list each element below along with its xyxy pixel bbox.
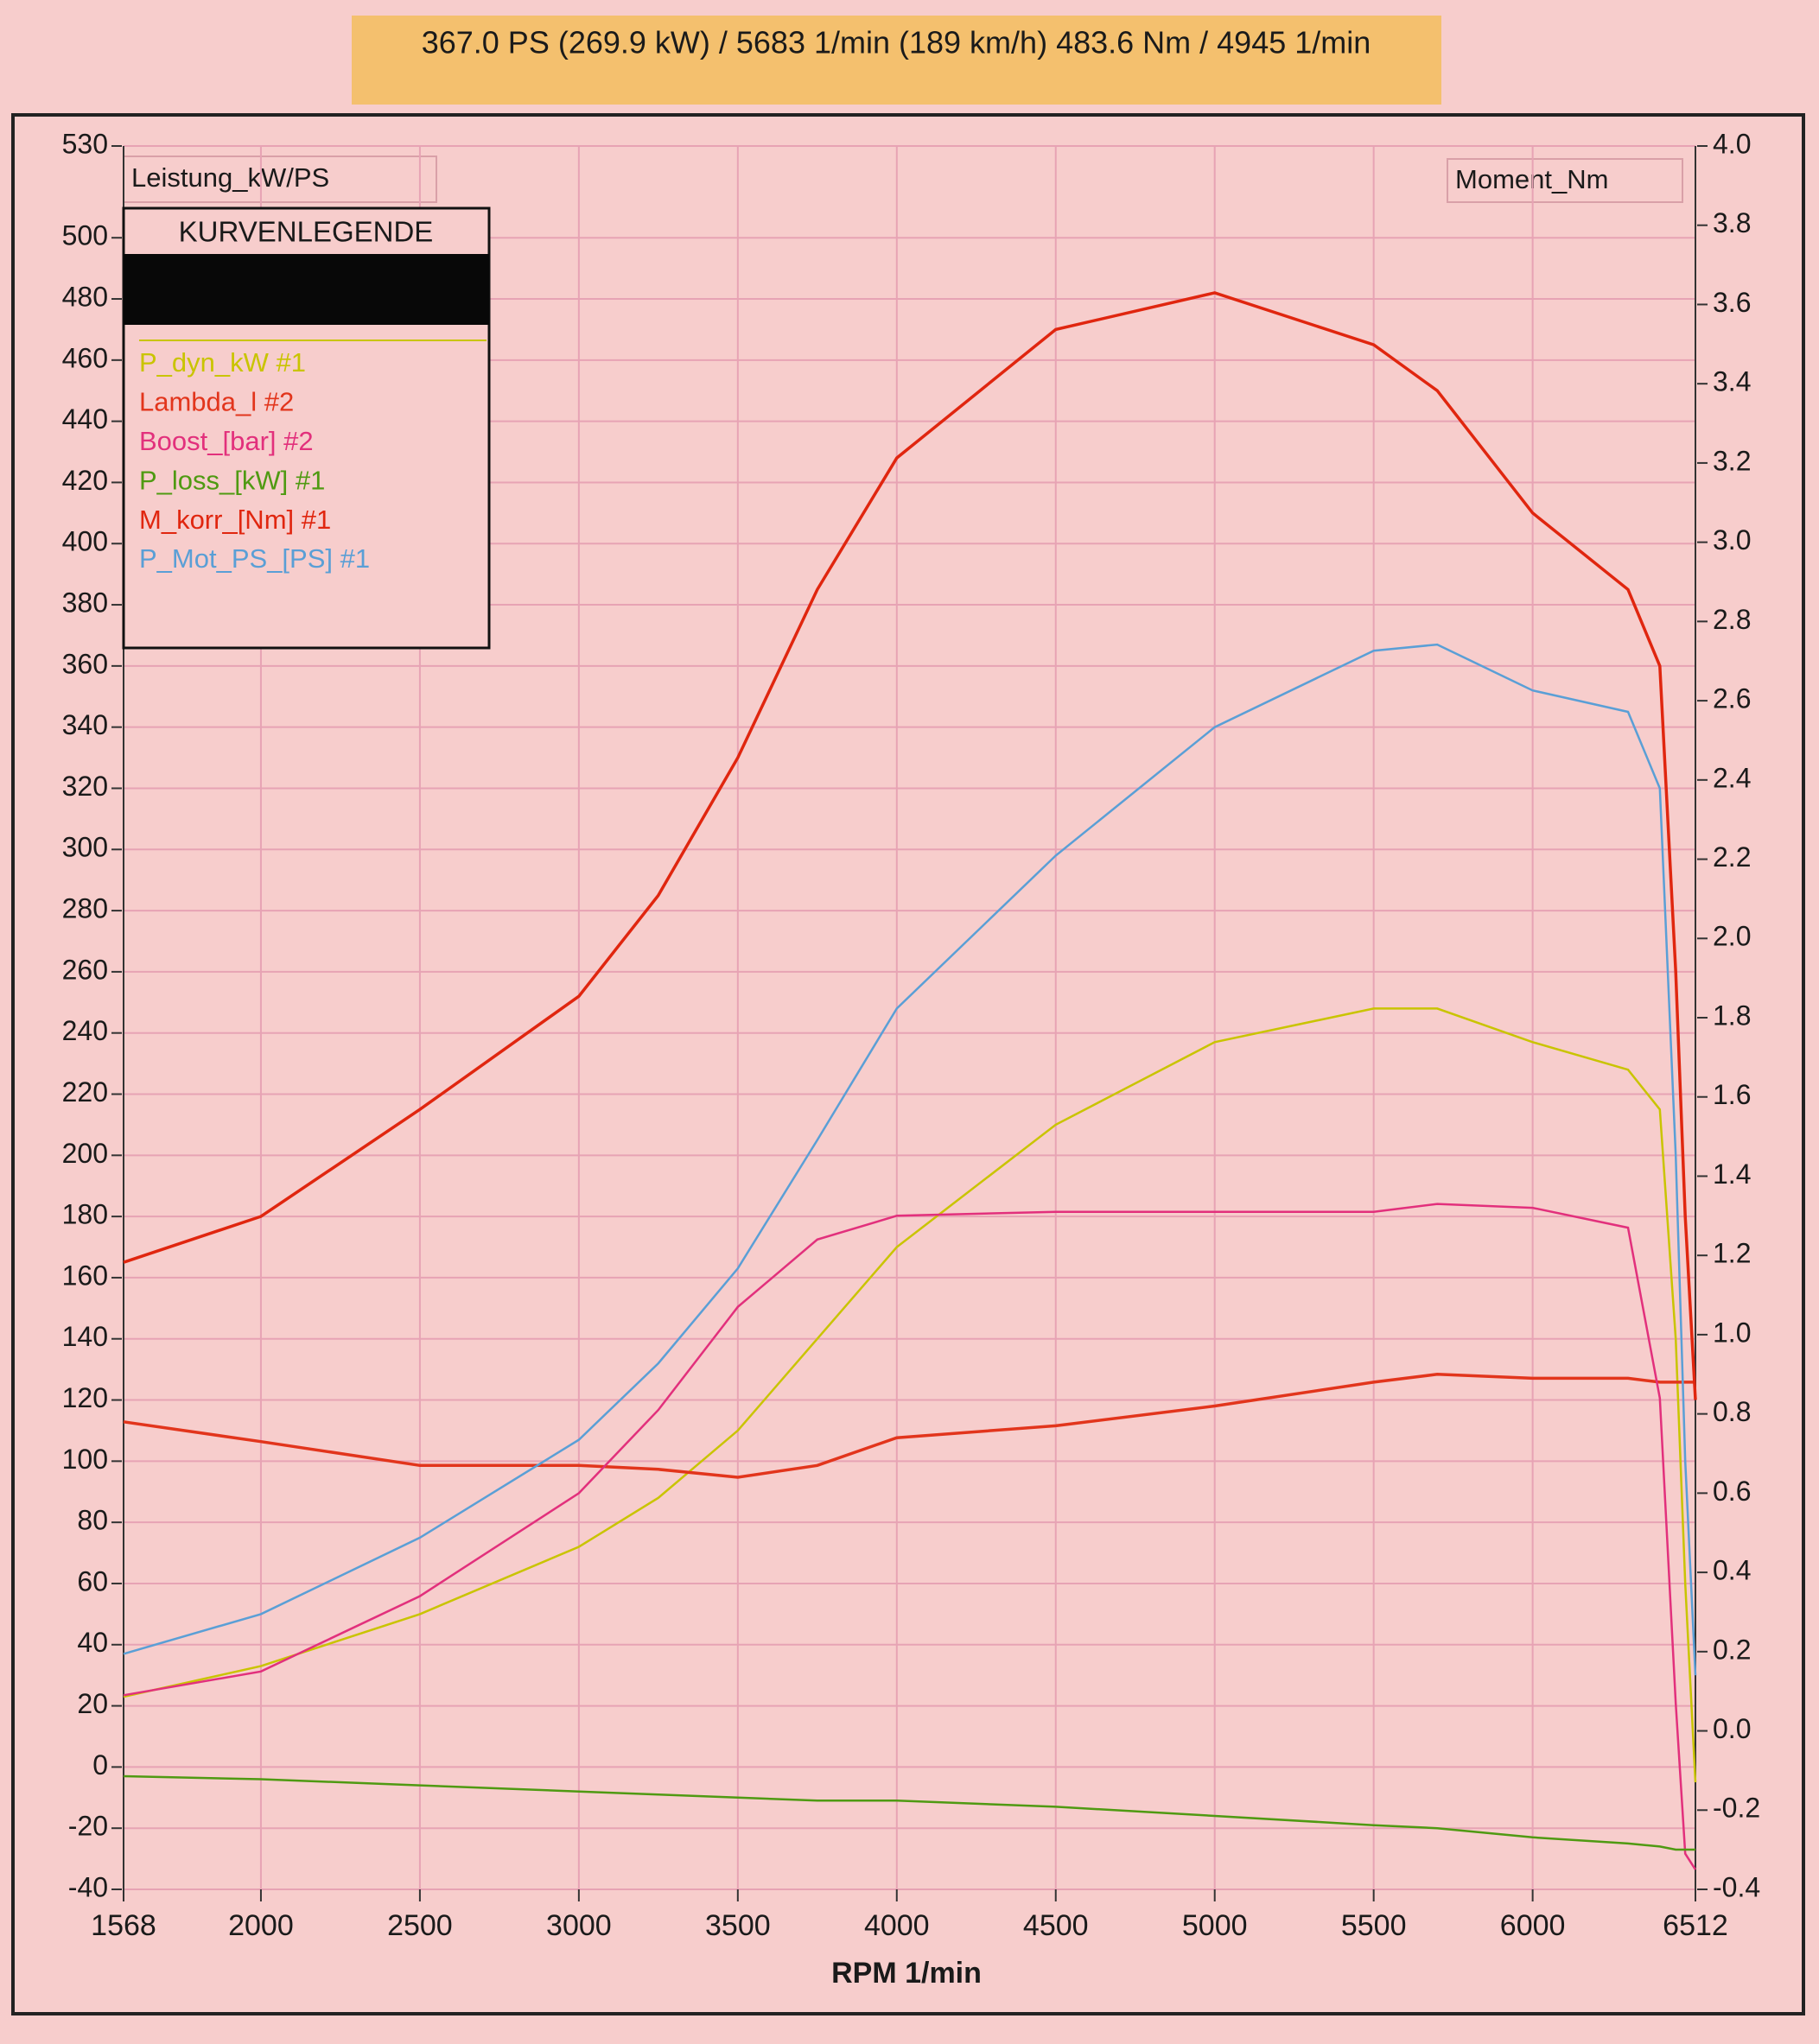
x-tick-label: 5500: [1341, 1909, 1407, 1942]
y2-tick-label: 0.2: [1713, 1634, 1751, 1665]
y2-tick-label: 3.8: [1713, 207, 1751, 238]
y-tick-label: 400: [62, 526, 108, 557]
y-tick-label: 440: [62, 403, 108, 435]
series-line: [123, 1203, 1697, 1870]
y-tick-label: 340: [62, 709, 108, 740]
y-tick-label: 180: [62, 1199, 108, 1230]
legend-redacted: [124, 254, 489, 325]
y2-tick-label: 0.6: [1713, 1476, 1751, 1507]
y-tick-label: 360: [62, 648, 108, 679]
y-label-box: [123, 156, 437, 203]
y2-tick-label: -0.2: [1713, 1793, 1760, 1824]
legend-entry: P_loss_[kW] #1: [139, 465, 325, 495]
x-tick-label: 6512: [1663, 1909, 1728, 1942]
legend-entry: M_korr_[Nm] #1: [139, 505, 331, 535]
y2-tick-label: 1.2: [1713, 1238, 1751, 1269]
legend-entry: Lambda_l #2: [139, 387, 294, 417]
y2-tick-label: 2.6: [1713, 683, 1751, 714]
header: 367.0 PS (269.9 kW) / 5683 1/min (189 km…: [422, 25, 1371, 60]
y2-tick-label: 2.0: [1713, 921, 1751, 952]
y2-tick-label: 1.0: [1713, 1317, 1751, 1348]
y-tick-label: 20: [77, 1688, 108, 1719]
x-tick-label: 4000: [864, 1909, 930, 1942]
series-line: [123, 291, 1697, 1400]
y-tick-label: -40: [68, 1871, 108, 1902]
x-tick-label: 4500: [1023, 1909, 1089, 1942]
y-tick-label: 460: [62, 342, 108, 373]
y2-tick-label: 1.4: [1713, 1158, 1751, 1190]
y2-label-box: [1447, 158, 1683, 203]
y-tick-label: 40: [77, 1627, 108, 1658]
y2-tick-label: 3.6: [1713, 287, 1751, 318]
y2-tick-label: 4.0: [1713, 128, 1751, 159]
legend-entry: P_Mot_PS_[PS] #1: [139, 543, 370, 574]
header-box: [352, 16, 1441, 105]
y-tick-label: 480: [62, 281, 108, 312]
y-tick-label: 80: [77, 1505, 108, 1536]
y2-tick-label: 0.0: [1713, 1713, 1751, 1744]
y2-tick-label: 2.8: [1713, 604, 1751, 635]
series-line: [123, 1007, 1697, 1783]
y2-tick-label: -0.4: [1713, 1871, 1760, 1902]
y-tick-label: 60: [77, 1565, 108, 1596]
x-axis-label: RPM 1/min: [831, 1957, 982, 1990]
legend-entry: Boost_[bar] #2: [139, 426, 314, 456]
y2-tick-label: 3.4: [1713, 366, 1751, 397]
y-tick-label: 160: [62, 1260, 108, 1291]
y-tick-label: 420: [62, 465, 108, 496]
y-tick-label: 120: [62, 1382, 108, 1413]
y2-tick-label: 1.8: [1713, 1000, 1751, 1031]
legend-entry: P_dyn_kW #1: [139, 347, 306, 378]
x-tick-label: 6000: [1500, 1909, 1566, 1942]
y2-tick-label: 2.4: [1713, 762, 1751, 793]
y-tick-label: 280: [62, 893, 108, 924]
series-line: [123, 1373, 1695, 1479]
y2-tick-label: 3.0: [1713, 524, 1751, 555]
x-tick-label: 2500: [387, 1909, 453, 1942]
series-line: [123, 643, 1697, 1676]
y-tick-label: 200: [62, 1138, 108, 1169]
y2-tick-label: 0.8: [1713, 1396, 1751, 1427]
y2-tick-label: 3.2: [1713, 445, 1751, 476]
x-tick-label: 2000: [228, 1909, 294, 1942]
y-axis-label: Leistung_kW/PS: [131, 162, 329, 193]
x-tick-label: 3000: [546, 1909, 612, 1942]
y2-tick-label: 2.2: [1713, 841, 1751, 873]
y-tick-label: 140: [62, 1321, 108, 1352]
y2-tick-label: 1.6: [1713, 1079, 1751, 1110]
y-tick-label: -20: [68, 1811, 108, 1842]
y-tick-label: 530: [62, 128, 108, 159]
frame: [11, 113, 1805, 2015]
y2-tick-label: 0.4: [1713, 1555, 1751, 1586]
legend-title: KURVENLEGENDE: [179, 216, 434, 248]
series-line: [123, 1774, 1695, 1851]
y-tick-label: 100: [62, 1444, 108, 1475]
y-tick-label: 0: [92, 1749, 108, 1781]
x-tick-label: 3500: [705, 1909, 771, 1942]
y-tick-label: 220: [62, 1076, 108, 1108]
y-tick-label: 260: [62, 954, 108, 985]
y-tick-label: 500: [62, 220, 108, 251]
y-tick-label: 380: [62, 587, 108, 619]
x-tick-label: 1568: [91, 1909, 156, 1942]
y-tick-label: 320: [62, 771, 108, 802]
y-tick-label: 240: [62, 1015, 108, 1046]
y-tick-label: 300: [62, 832, 108, 863]
x-tick-label: 5000: [1182, 1909, 1248, 1942]
